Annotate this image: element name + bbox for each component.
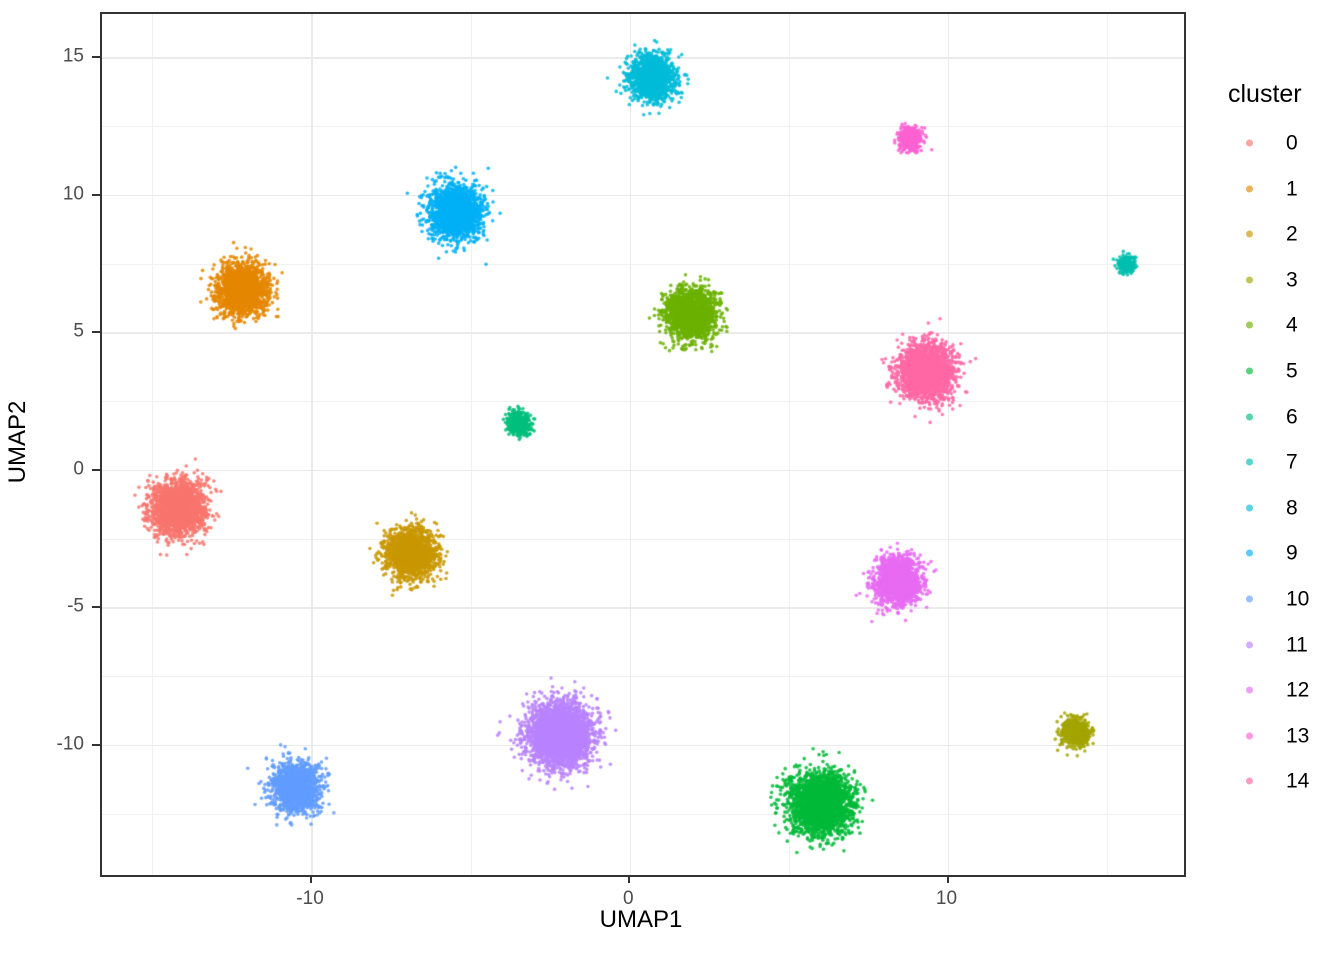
y-tick-label: 5 bbox=[73, 320, 84, 342]
y-tick-mark bbox=[92, 606, 100, 609]
legend-item-cluster-4: 4 bbox=[1190, 310, 1344, 340]
y-tick-label: 0 bbox=[73, 458, 84, 480]
x-tick-mark bbox=[628, 875, 631, 883]
y-axis-title: UMAP2 bbox=[4, 400, 31, 484]
legend-item-cluster-14: 14 bbox=[1190, 766, 1344, 796]
legend-dot bbox=[1246, 777, 1253, 785]
legend-dot bbox=[1246, 276, 1253, 284]
legend-label: 8 bbox=[1286, 496, 1298, 520]
legend-label: 14 bbox=[1286, 769, 1310, 793]
legend-dot bbox=[1246, 230, 1253, 238]
y-tick-mark bbox=[92, 468, 100, 471]
x-tick-label: 0 bbox=[622, 888, 634, 909]
legend-label: 13 bbox=[1286, 724, 1310, 748]
legend-dot bbox=[1246, 321, 1253, 329]
y-tick-mark bbox=[92, 193, 100, 196]
y-tick-mark bbox=[92, 331, 100, 334]
legend-label: 9 bbox=[1286, 541, 1298, 565]
legend-dot bbox=[1246, 549, 1253, 557]
legend-dot bbox=[1246, 732, 1253, 740]
legend-item-cluster-9: 9 bbox=[1190, 538, 1344, 568]
legend-dot bbox=[1246, 458, 1253, 466]
y-tick-label: 10 bbox=[62, 183, 84, 205]
legend-item-cluster-2: 2 bbox=[1190, 219, 1344, 249]
legend-dot bbox=[1246, 641, 1253, 649]
legend-item-cluster-13: 13 bbox=[1190, 721, 1344, 751]
legend-dot bbox=[1246, 595, 1253, 603]
x-tick-mark bbox=[310, 875, 313, 883]
legend-label: 1 bbox=[1286, 177, 1298, 201]
legend-dot bbox=[1246, 504, 1253, 512]
legend-item-cluster-12: 12 bbox=[1190, 675, 1344, 705]
legend-label: 6 bbox=[1286, 405, 1298, 429]
x-tick-label: -10 bbox=[296, 888, 324, 909]
legend-dot bbox=[1246, 139, 1253, 147]
legend-item-cluster-8: 8 bbox=[1190, 493, 1344, 523]
legend-item-cluster-0: 0 bbox=[1190, 128, 1344, 158]
legend-item-cluster-7: 7 bbox=[1190, 447, 1344, 477]
legend-dot bbox=[1246, 367, 1253, 375]
legend-dot bbox=[1246, 185, 1253, 193]
y-tick-mark bbox=[92, 56, 100, 58]
legend-item-cluster-5: 5 bbox=[1190, 356, 1344, 386]
legend-item-cluster-1: 1 bbox=[1190, 174, 1344, 204]
legend-dot bbox=[1246, 413, 1253, 421]
y-tick-mark bbox=[92, 743, 100, 746]
legend-label: 0 bbox=[1286, 131, 1298, 155]
legend-title: cluster bbox=[1228, 80, 1302, 108]
y-tick-label: 15 bbox=[62, 45, 84, 67]
legend: cluster 0 1 2 3 4 5 6 7 8 9 10 11 12 13 14 bbox=[1190, 0, 1344, 960]
scatter-points-canvas bbox=[102, 14, 1184, 875]
legend-item-cluster-10: 10 bbox=[1190, 584, 1344, 614]
plot-panel bbox=[100, 12, 1186, 877]
legend-item-cluster-6: 6 bbox=[1190, 402, 1344, 432]
legend-label: 12 bbox=[1286, 678, 1310, 702]
legend-label: 7 bbox=[1286, 450, 1298, 474]
x-tick-label: 10 bbox=[935, 888, 958, 909]
legend-label: 11 bbox=[1286, 633, 1308, 657]
x-tick-mark bbox=[946, 875, 949, 883]
y-tick-label: -5 bbox=[67, 595, 84, 617]
legend-label: 2 bbox=[1286, 222, 1298, 246]
legend-item-cluster-11: 11 bbox=[1190, 630, 1344, 660]
x-axis-title: UMAP1 bbox=[599, 906, 683, 933]
y-tick-label: -10 bbox=[56, 733, 84, 755]
legend-label: 10 bbox=[1286, 587, 1310, 611]
legend-item-cluster-3: 3 bbox=[1190, 265, 1344, 295]
legend-label: 4 bbox=[1286, 313, 1298, 337]
legend-dot bbox=[1246, 686, 1253, 694]
legend-label: 5 bbox=[1286, 359, 1298, 383]
legend-label: 3 bbox=[1286, 268, 1298, 292]
